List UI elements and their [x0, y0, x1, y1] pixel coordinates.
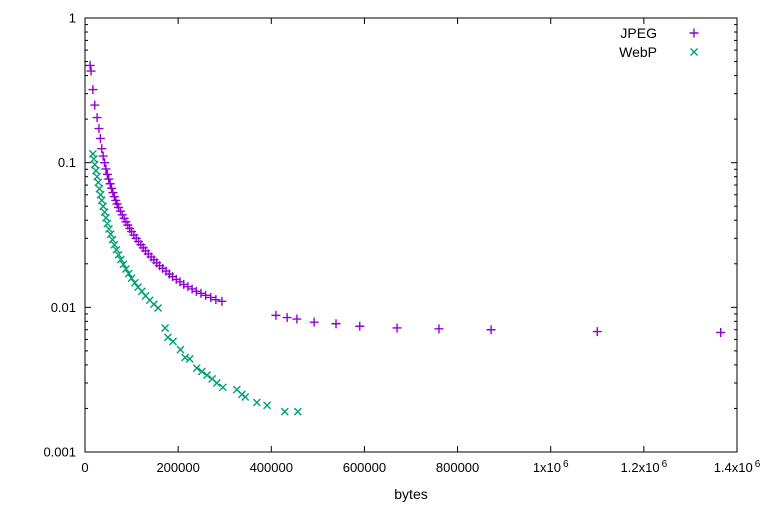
series-webp — [88, 149, 302, 416]
legend: JPEG WebP — [619, 25, 699, 60]
legend-label-jpeg: JPEG — [620, 25, 657, 41]
series-jpeg — [85, 60, 726, 337]
x-axis-ticks — [84, 18, 738, 452]
y-tick-label: 0.001 — [43, 445, 76, 460]
legend-marker-webp — [690, 48, 698, 56]
x-tick-label: 1.4x10 6 — [714, 459, 761, 475]
y-tick-label: 0.1 — [58, 155, 76, 170]
x-tick-label: 600000 — [343, 460, 386, 475]
series-markers-jpeg — [85, 60, 726, 337]
x-tick-label: 400000 — [250, 460, 293, 475]
x-tick-label: 200000 — [156, 460, 199, 475]
y-axis-ticks — [85, 17, 737, 453]
x-tick-label: 1.2x10 6 — [621, 459, 668, 475]
legend-marker-jpeg — [689, 28, 699, 38]
x-tick-label: 0 — [81, 460, 88, 475]
x-axis-title: bytes — [394, 486, 428, 502]
x-tick-label: 800000 — [436, 460, 479, 475]
y-axis-minor-ticks — [85, 24, 737, 409]
legend-label-webp: WebP — [619, 44, 657, 60]
plot-border — [84, 17, 738, 453]
x-tick-label: 1x10 6 — [533, 459, 569, 475]
y-axis-tick-labels: 1 0.1 0.01 0.001 — [43, 11, 76, 460]
series-markers-webp — [88, 149, 302, 416]
y-tick-label: 1 — [69, 11, 76, 26]
x-axis-tick-labels: 0 200000 400000 600000 800000 1x10 6 1.2x10 6 1.4… — [81, 459, 760, 475]
y-tick-label: 0.01 — [51, 300, 76, 315]
